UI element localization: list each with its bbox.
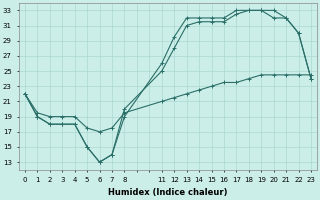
X-axis label: Humidex (Indice chaleur): Humidex (Indice chaleur) bbox=[108, 188, 228, 197]
